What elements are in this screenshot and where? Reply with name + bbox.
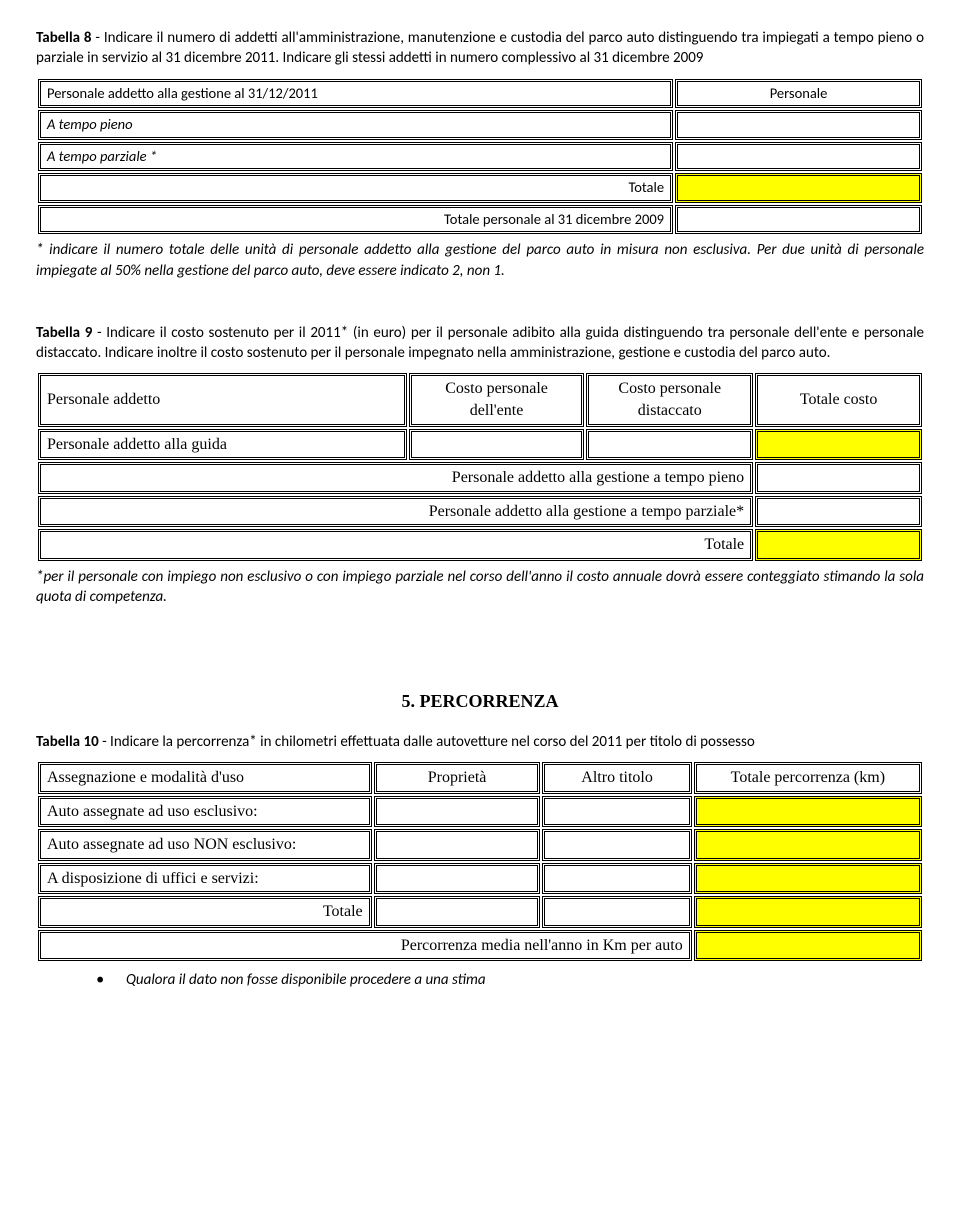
t10-h3: Altro titolo — [542, 762, 691, 794]
t9-val-guida-ente[interactable] — [409, 429, 585, 461]
t10-row-non-esc: Auto assegnate ad uso NON esclusivo: — [38, 829, 372, 861]
t9-h1: Personale addetto — [38, 373, 407, 426]
t8-val-pieno[interactable] — [675, 110, 922, 140]
t9-val-totale[interactable] — [755, 529, 922, 561]
t9-row-pieno: Personale addetto alla gestione a tempo … — [38, 462, 753, 494]
t10-row-uffici: A disposizione di uffici e servizi: — [38, 863, 372, 895]
t10-val-non-esc-tot[interactable] — [694, 829, 922, 861]
t10-title-rest: - Indicare la percorrenza* in chilometri… — [99, 733, 755, 751]
t10-val-esc-altro[interactable] — [542, 796, 691, 828]
t10-val-non-esc-prop[interactable] — [374, 829, 541, 861]
t8-row-pieno: A tempo pieno — [38, 110, 673, 140]
t9-val-guida-dist[interactable] — [586, 429, 753, 461]
t10-val-esc-tot[interactable] — [694, 796, 922, 828]
t9-row-parziale: Personale addetto alla gestione a tempo … — [38, 496, 753, 528]
t9-title-bold: Tabella 9 — [36, 324, 92, 342]
t10-val-esc-prop[interactable] — [374, 796, 541, 828]
t10-val-tot-prop[interactable] — [374, 896, 541, 928]
t10-row-totale: Totale — [38, 896, 372, 928]
t10-val-non-esc-altro[interactable] — [542, 829, 691, 861]
t10-row-media: Percorrenza media nell'anno in Km per au… — [38, 930, 692, 962]
t9-val-guida-tot[interactable] — [755, 429, 922, 461]
t8-row-totale: Totale — [38, 173, 673, 203]
t9-h4: Totale costo — [755, 373, 922, 426]
t9-row-guida: Personale addetto alla guida — [38, 429, 407, 461]
t9-h2: Costo personale dell'ente — [409, 373, 585, 426]
t9-table: Personale addetto Costo personale dell'e… — [36, 371, 924, 563]
t9-row-totale: Totale — [38, 529, 753, 561]
t9-val-pieno[interactable] — [755, 462, 922, 494]
section-5-title: 5. PERCORRENZA — [36, 689, 924, 713]
t10-val-uffici-altro[interactable] — [542, 863, 691, 895]
t9-title-rest: - Indicare il costo sostenuto per il 201… — [36, 324, 924, 362]
t10-intro: Tabella 10 - Indicare la percorrenza* in… — [36, 732, 924, 752]
t8-table: Personale addetto alla gestione al 31/12… — [36, 77, 924, 237]
t10-val-uffici-tot[interactable] — [694, 863, 922, 895]
t10-h4: Totale percorrenza (km) — [694, 762, 922, 794]
t10-val-tot-tot[interactable] — [694, 896, 922, 928]
t9-intro: Tabella 9 - Indicare il costo sostenuto … — [36, 323, 924, 364]
t8-val-totale-2009[interactable] — [675, 205, 922, 235]
t10-row-esc: Auto assegnate ad uso esclusivo: — [38, 796, 372, 828]
t10-title-bold: Tabella 10 — [36, 733, 99, 751]
t8-header-right: Personale — [675, 79, 922, 109]
t8-row-totale-2009: Totale personale al 31 dicembre 2009 — [38, 205, 673, 235]
t8-header-left: Personale addetto alla gestione al 31/12… — [38, 79, 673, 109]
t8-footnote: * indicare il numero totale delle unità … — [36, 240, 924, 281]
t9-val-parziale[interactable] — [755, 496, 922, 528]
t10-val-media[interactable] — [694, 930, 922, 962]
t9-footnote: *per il personale con impiego non esclus… — [36, 567, 924, 608]
t10-h1: Assegnazione e modalità d'uso — [38, 762, 372, 794]
t8-title-bold: Tabella 8 — [36, 29, 92, 47]
t8-title-rest: - Indicare il numero di addetti all'ammi… — [36, 29, 924, 67]
t10-bullet-list: Qualora il dato non fosse disponibile pr… — [36, 969, 924, 991]
t8-val-totale[interactable] — [675, 173, 922, 203]
t8-row-parziale: A tempo parziale * — [38, 142, 673, 172]
t10-val-tot-altro[interactable] — [542, 896, 691, 928]
t10-h2: Proprietà — [374, 762, 541, 794]
t8-val-parziale[interactable] — [675, 142, 922, 172]
t8-intro: Tabella 8 - Indicare il numero di addett… — [36, 28, 924, 69]
t10-bullet: Qualora il dato non fosse disponibile pr… — [96, 969, 924, 991]
t10-table: Assegnazione e modalità d'uso Proprietà … — [36, 760, 924, 964]
t9-h3: Costo personale distaccato — [586, 373, 753, 426]
t10-val-uffici-prop[interactable] — [374, 863, 541, 895]
